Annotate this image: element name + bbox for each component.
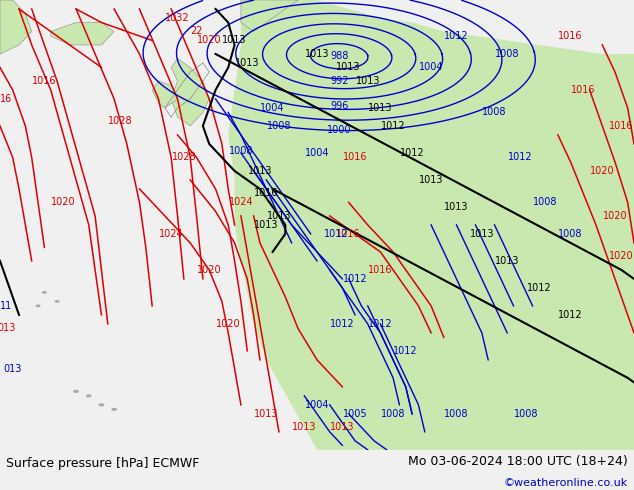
Ellipse shape xyxy=(112,408,117,411)
Text: 1016: 1016 xyxy=(343,152,367,163)
Text: 1013: 1013 xyxy=(356,76,380,86)
Text: 1008: 1008 xyxy=(514,409,538,419)
Text: ©weatheronline.co.uk: ©weatheronline.co.uk xyxy=(503,478,628,488)
Text: 1012: 1012 xyxy=(343,274,367,284)
Text: 16: 16 xyxy=(0,94,13,104)
Text: 1032: 1032 xyxy=(165,13,190,23)
Text: 1020: 1020 xyxy=(51,197,75,207)
Text: 1012: 1012 xyxy=(381,121,405,131)
Text: 1024: 1024 xyxy=(159,229,183,239)
Text: 996: 996 xyxy=(330,101,348,111)
Text: 1020: 1020 xyxy=(197,35,221,46)
Text: 1012: 1012 xyxy=(330,319,354,329)
Text: 1013: 1013 xyxy=(305,49,329,59)
Ellipse shape xyxy=(99,403,104,406)
Text: 1020: 1020 xyxy=(590,166,614,176)
Text: 1008: 1008 xyxy=(444,409,469,419)
Text: 1013: 1013 xyxy=(444,202,469,212)
Text: 013: 013 xyxy=(0,323,15,333)
Text: 1008: 1008 xyxy=(229,146,253,156)
Polygon shape xyxy=(228,0,634,450)
Text: 1008: 1008 xyxy=(495,49,519,59)
Text: 1020: 1020 xyxy=(603,211,627,221)
Polygon shape xyxy=(152,81,178,108)
Text: 1013: 1013 xyxy=(470,229,494,239)
Text: 1004: 1004 xyxy=(261,103,285,113)
Ellipse shape xyxy=(36,304,41,307)
Text: 1012: 1012 xyxy=(527,283,551,293)
Text: 1008: 1008 xyxy=(533,197,557,207)
Text: 1008: 1008 xyxy=(267,121,291,131)
Polygon shape xyxy=(171,58,209,126)
Text: Surface pressure [hPa] ECMWF: Surface pressure [hPa] ECMWF xyxy=(6,457,200,470)
Text: 1016: 1016 xyxy=(254,189,278,198)
Text: 1013: 1013 xyxy=(419,175,443,185)
Text: 1013: 1013 xyxy=(248,166,272,176)
Ellipse shape xyxy=(55,300,60,303)
Text: 1012: 1012 xyxy=(324,229,348,239)
Text: 1004: 1004 xyxy=(419,62,443,73)
Text: 1028: 1028 xyxy=(172,152,196,163)
Text: 1013: 1013 xyxy=(330,422,354,432)
Text: 1013: 1013 xyxy=(368,103,392,113)
Text: 1016: 1016 xyxy=(32,76,56,86)
Text: 1012: 1012 xyxy=(559,310,583,320)
Text: 992: 992 xyxy=(330,76,349,86)
Text: 988: 988 xyxy=(330,51,348,61)
Text: 1013: 1013 xyxy=(495,256,519,266)
Polygon shape xyxy=(241,0,298,31)
Text: 1013: 1013 xyxy=(254,409,278,419)
Ellipse shape xyxy=(42,291,47,294)
Text: 1012: 1012 xyxy=(368,319,392,329)
Text: 1012: 1012 xyxy=(394,346,418,356)
Text: 1020: 1020 xyxy=(216,319,240,329)
Text: 1012: 1012 xyxy=(400,148,424,158)
Text: 22: 22 xyxy=(190,26,203,36)
Polygon shape xyxy=(0,0,32,54)
Text: 1008: 1008 xyxy=(381,409,405,419)
Text: 1013: 1013 xyxy=(235,58,259,68)
Text: 1013: 1013 xyxy=(267,211,291,221)
Text: 11: 11 xyxy=(0,301,13,311)
Text: 1020: 1020 xyxy=(197,265,221,275)
Polygon shape xyxy=(51,23,114,45)
Text: 1005: 1005 xyxy=(343,409,367,419)
Text: 1004: 1004 xyxy=(305,400,329,410)
Text: 1028: 1028 xyxy=(108,117,133,126)
Text: 1000: 1000 xyxy=(327,125,351,135)
Text: 1013: 1013 xyxy=(292,422,316,432)
Text: 1016: 1016 xyxy=(609,121,633,131)
Text: 1013: 1013 xyxy=(337,62,361,73)
Text: 1024: 1024 xyxy=(229,197,253,207)
Text: Mo 03-06-2024 18:00 UTC (18+24): Mo 03-06-2024 18:00 UTC (18+24) xyxy=(408,455,628,468)
Text: 1004: 1004 xyxy=(305,148,329,158)
Text: 1016: 1016 xyxy=(337,229,361,239)
Text: 1020: 1020 xyxy=(609,251,633,261)
Text: 1012: 1012 xyxy=(508,152,532,163)
Text: 1013: 1013 xyxy=(223,35,247,46)
Text: 1016: 1016 xyxy=(571,85,595,95)
Text: 1008: 1008 xyxy=(482,107,507,118)
Text: 1008: 1008 xyxy=(559,229,583,239)
Ellipse shape xyxy=(74,390,79,393)
Text: 1012: 1012 xyxy=(444,31,469,41)
Text: 1016: 1016 xyxy=(368,265,392,275)
Text: 1013: 1013 xyxy=(254,220,278,230)
Text: 1016: 1016 xyxy=(559,31,583,41)
Text: 013: 013 xyxy=(4,364,22,374)
Ellipse shape xyxy=(86,394,91,397)
